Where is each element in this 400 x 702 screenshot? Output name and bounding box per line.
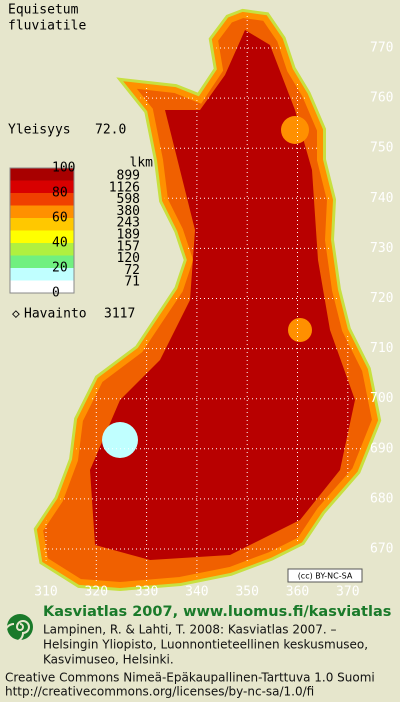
legend-swatch bbox=[10, 218, 74, 231]
legend-swatch bbox=[10, 180, 74, 193]
observation-marker: ◇ bbox=[12, 307, 20, 322]
legend-count: 189 bbox=[117, 228, 140, 243]
license-badge-text: (cc) BY-NC-SA bbox=[298, 572, 353, 581]
legend-swatch bbox=[10, 230, 74, 243]
northing-label: 770 bbox=[370, 41, 393, 56]
easting-label: 340 bbox=[185, 585, 208, 600]
legend-swatch bbox=[10, 205, 74, 218]
citation: Helsingin Yliopisto, Luonnontieteellinen… bbox=[43, 638, 368, 652]
low-frequency-patch bbox=[102, 422, 138, 458]
legend-count: 243 bbox=[117, 216, 140, 231]
legend-scale-label: 20 bbox=[52, 261, 68, 276]
northing-label: 750 bbox=[370, 141, 393, 156]
northing-label: 760 bbox=[370, 91, 393, 106]
easting-label: 350 bbox=[235, 585, 258, 600]
legend-frame bbox=[9, 167, 75, 294]
easting-label: 320 bbox=[85, 585, 108, 600]
legend-swatch bbox=[10, 268, 74, 281]
species-name: Equisetum bbox=[8, 3, 79, 18]
frequency-label: Yleisyys bbox=[8, 123, 71, 138]
observation-label: Havainto bbox=[24, 307, 87, 322]
logo bbox=[4, 614, 33, 643]
mid-frequency-patch bbox=[281, 116, 309, 144]
legend-count: 72 bbox=[124, 263, 140, 278]
legend-count: 1126 bbox=[109, 180, 140, 195]
northing-label: 740 bbox=[370, 191, 393, 206]
frequency-value: 72.0 bbox=[95, 123, 126, 138]
citation: Kasvimuseo, Helsinki. bbox=[43, 653, 174, 667]
observation-count: 3117 bbox=[104, 307, 135, 322]
northing-label: 680 bbox=[370, 491, 393, 506]
legend-count: 120 bbox=[117, 251, 140, 266]
legend-swatch bbox=[10, 255, 74, 268]
easting-label: 330 bbox=[135, 585, 158, 600]
northing-label: 670 bbox=[370, 542, 393, 557]
citation: Lampinen, R. & Lahti, T. 2008: Kasviatla… bbox=[43, 623, 337, 637]
legend-scale-label: 60 bbox=[52, 211, 68, 226]
count-header: lkm bbox=[130, 156, 154, 171]
species-name: fluviatile bbox=[8, 19, 86, 34]
northing-label: 690 bbox=[370, 441, 393, 456]
legend-count: 380 bbox=[117, 204, 140, 219]
license-url: http://creativecommons.org/licenses/by-n… bbox=[5, 685, 314, 699]
easting-label: 310 bbox=[34, 585, 57, 600]
legend-scale-label: 0 bbox=[52, 286, 60, 301]
legend-count: 71 bbox=[124, 275, 140, 290]
mid-frequency-patch bbox=[288, 318, 312, 342]
license-badge bbox=[287, 568, 363, 583]
easting-label: 360 bbox=[286, 585, 309, 600]
legend-swatch bbox=[10, 168, 74, 181]
northing-label: 730 bbox=[370, 241, 393, 256]
high-frequency-area bbox=[90, 30, 355, 560]
legend-swatch bbox=[10, 280, 74, 293]
northing-label: 710 bbox=[370, 341, 393, 356]
footer-headline: Kasviatlas 2007, www.luomus.fi/kasviatla… bbox=[43, 604, 391, 620]
license-text: Creative Commons Nimeä-Epäkaupallinen-Ta… bbox=[5, 671, 375, 685]
legend-scale-label: 40 bbox=[52, 236, 68, 251]
legend-swatch bbox=[10, 243, 74, 256]
legend-scale-label: 100 bbox=[52, 161, 75, 176]
legend-swatch bbox=[10, 193, 74, 206]
legend-scale-label: 80 bbox=[52, 186, 68, 201]
northing-label: 700 bbox=[370, 391, 393, 406]
northing-label: 720 bbox=[370, 291, 393, 306]
legend-count: 899 bbox=[117, 169, 140, 184]
legend-count: 598 bbox=[117, 192, 140, 207]
easting-label: 370 bbox=[336, 585, 359, 600]
legend-count: 157 bbox=[117, 239, 140, 254]
